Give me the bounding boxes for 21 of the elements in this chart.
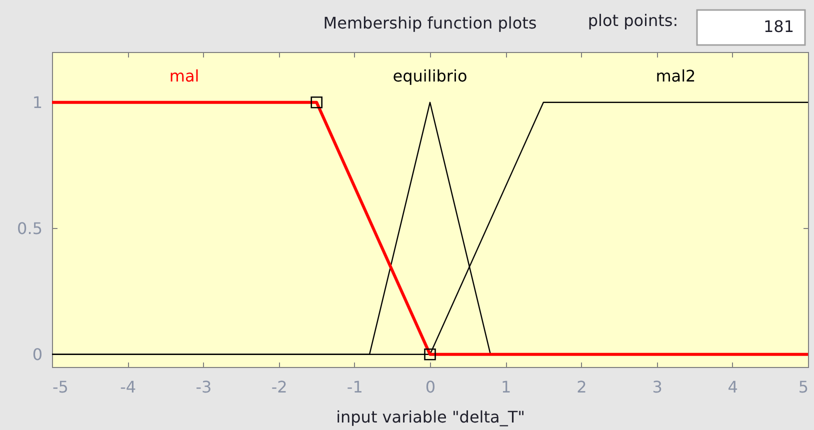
y-tick-label: 0 [32,344,42,364]
series-label: mal2 [656,66,696,86]
x-tick-label: -3 [196,378,212,396]
x-tick-label: 2 [576,378,587,396]
x-tick-label: 4 [728,378,738,396]
x-tick-label: 3 [652,378,662,396]
chart-title: Membership function plots [323,13,537,32]
x-tick-label: 5 [798,378,808,396]
x-tick-label: 0 [425,378,436,396]
y-tick-label: 1 [32,92,42,112]
x-axis-title: input variable "delta_T" [336,408,525,426]
x-tick-label: -2 [271,378,288,396]
x-tick-label: -1 [346,378,363,396]
x-tick-label: 1 [501,378,512,396]
x-tick-label: -4 [120,378,136,396]
series-label: mal [169,66,200,86]
text: 181 [763,17,794,36]
y-tick-label: 0.5 [17,218,42,238]
text: plot points: [588,11,678,30]
x-tick-label: -5 [52,378,68,396]
series-label: equilibrio [392,66,468,86]
